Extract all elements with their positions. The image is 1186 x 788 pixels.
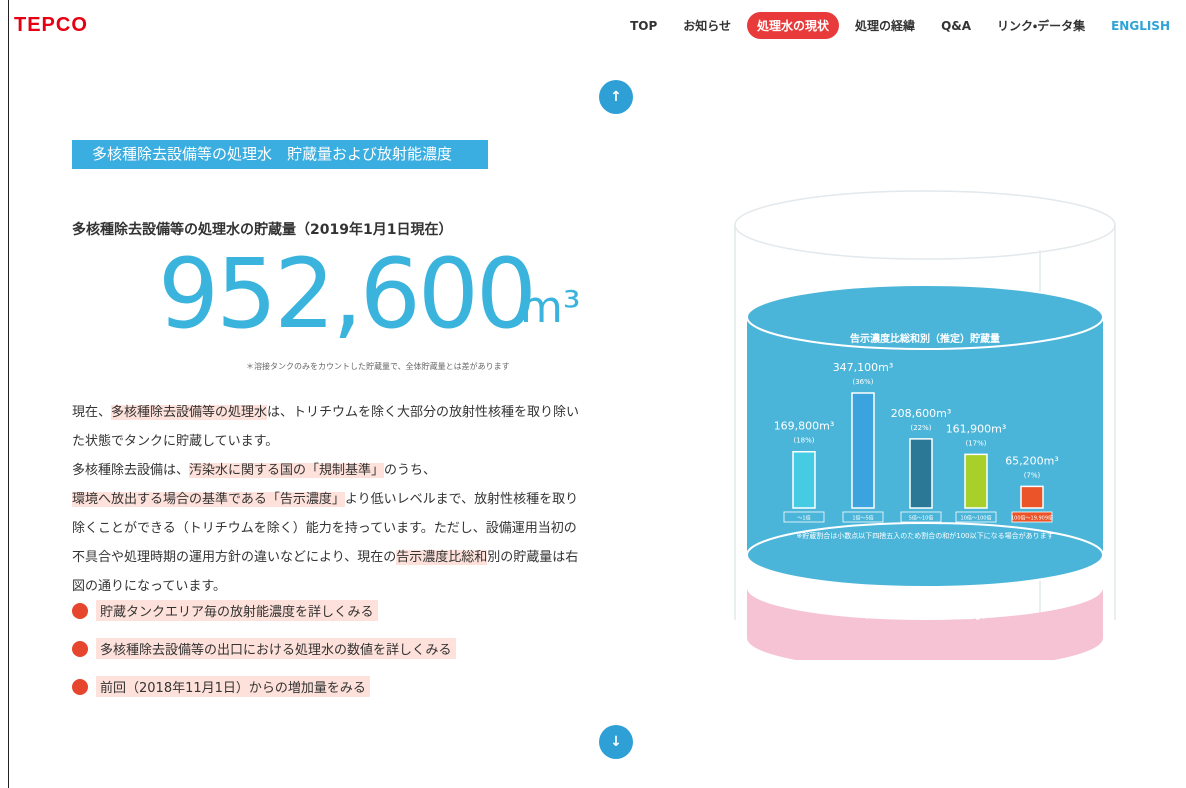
category-box xyxy=(783,511,825,523)
bar xyxy=(964,453,988,509)
nav-item[interactable]: 処理の経緯 xyxy=(855,19,916,33)
nav-item[interactable]: 処理水の現状 xyxy=(747,12,840,39)
category-label: 5倍〜10倍 xyxy=(909,515,934,522)
link-icon xyxy=(72,602,88,619)
nav-item[interactable]: Q&A xyxy=(941,18,972,33)
category-box xyxy=(842,511,884,523)
bar xyxy=(1020,485,1044,509)
nav-item[interactable]: リンク・データ集 xyxy=(997,19,1086,33)
scroll-down-button[interactable]: ↓ xyxy=(599,725,633,759)
nav-item[interactable]: TOP xyxy=(630,18,658,33)
storage-unit: m³ xyxy=(520,282,581,333)
bar xyxy=(851,392,875,509)
glossary-term[interactable]: 告示濃度比総和 xyxy=(396,550,488,565)
value-label: 347,100m³ xyxy=(833,361,894,374)
share-label: (17%) xyxy=(965,439,986,447)
share-label: (22%) xyxy=(910,424,931,432)
logo[interactable]: TEPCO xyxy=(14,14,88,36)
text-segment: 多核種除去設備は、 xyxy=(72,463,190,478)
link-icon xyxy=(72,678,88,695)
text-segment: のうち、 xyxy=(384,463,437,478)
category-box xyxy=(1011,511,1053,523)
category-label: 10倍〜100倍 xyxy=(961,515,992,522)
storage-caption: 多核種除去設備等の処理水の貯蔵量（2019年1月1日現在） xyxy=(72,222,453,238)
category-label: 100倍〜19,909倍 xyxy=(1011,515,1053,522)
text-segment: は、トリチウムを除く大部分の放射性核種を取り除いた状態でタンクに貯蔵しています。 xyxy=(72,405,580,449)
glossary-term[interactable]: 多核種除去設備等の処理水 xyxy=(111,405,268,420)
link-text[interactable]: 多核種除去設備等の出口における処理水の数値を詳しくみる xyxy=(96,638,456,659)
paragraph: 多核種除去設備は、汚染水に関する国の「規制基準」のうち、 xyxy=(72,456,582,485)
category-box xyxy=(900,511,942,523)
strontium-band xyxy=(747,588,1103,660)
nav-item[interactable]: お知らせ xyxy=(683,19,732,33)
share-label: (36%) xyxy=(852,378,873,386)
nav: TOP お知らせ 処理水の現状 処理の経緯 Q&A リンク・データ集 ENGLISH xyxy=(620,12,1180,39)
paragraph: 現在、多核種除去設備等の処理水は、トリチウムを除く大部分の放射性核種を取り除いた… xyxy=(72,398,582,456)
section-title: 多核種除去設備等の処理水 貯蔵量および放射能濃度 xyxy=(72,140,488,169)
paragraph: 環境へ放出する場合の基準である「告示濃度」より低いレベルまで、放射性核種を取り除… xyxy=(72,485,582,601)
link[interactable]: 前回（2018年11月1日）からの増加量をみる xyxy=(72,676,456,697)
chart-note: ※貯蔵割合は小数点以下四捨五入のため割合の和が100以下になる場合があります xyxy=(796,531,1053,540)
value-label: 161,900m³ xyxy=(946,422,1007,435)
chart-title: 告示濃度比総和別（推定）貯蔵量 xyxy=(850,332,1000,345)
tank-chart: 告示濃度比総和別（推定）貯蔵量 ※貯蔵割合は小数点以下四捨五入のため割合の和が10… xyxy=(734,190,1116,660)
tank-bottom xyxy=(746,522,1104,588)
bar xyxy=(792,450,816,509)
text-segment: より低いレベルまで、放射性核種を取り除くことができる（トリチウムを除く）能力を持… xyxy=(72,492,579,565)
value-label: 169,800m³ xyxy=(774,420,835,433)
band-label: ストロンチウム処理水 xyxy=(865,606,986,621)
bar-chart: 告示濃度比総和別（推定）貯蔵量 ※貯蔵割合は小数点以下四捨五入のため割合の和が10… xyxy=(774,332,1059,621)
value-label: 208,600m³ xyxy=(891,407,952,420)
body-text: 現在、多核種除去設備等の処理水は、トリチウムを除く大部分の放射性核種を取り除いた… xyxy=(72,398,582,601)
link-icon xyxy=(72,640,88,657)
link-text[interactable]: 前回（2018年11月1日）からの増加量をみる xyxy=(96,676,370,697)
link[interactable]: 多核種除去設備等の出口における処理水の数値を詳しくみる xyxy=(72,638,456,659)
bar xyxy=(909,438,933,509)
storage-note: ＊溶接タンクのみをカウントした貯蔵量で、全体貯蔵量とは差があります xyxy=(246,362,510,371)
value-label: 65,200m³ xyxy=(1005,454,1059,467)
category-label: 〜1倍 xyxy=(797,515,810,522)
share-label: (7%) xyxy=(1024,471,1041,479)
text-segment: 別の貯蔵量は右図の通りになっています。 xyxy=(72,550,579,594)
text-segment: 現在、 xyxy=(72,405,112,420)
glossary-term[interactable]: 環境へ放出する場合の基準である「告示濃度」 xyxy=(72,492,345,507)
page-frame xyxy=(8,0,1186,788)
tank-top xyxy=(746,284,1104,350)
share-label: (18%) xyxy=(793,437,814,445)
storage-amount: 952,600 xyxy=(158,238,537,350)
category-label: 1倍〜5倍 xyxy=(852,515,873,522)
nav-item[interactable]: ENGLISH xyxy=(1111,18,1170,33)
link-text[interactable]: 貯蔵タンクエリア毎の放射能濃度を詳しくみる xyxy=(96,600,378,621)
category-box xyxy=(955,511,997,523)
link[interactable]: 貯蔵タンクエリア毎の放射能濃度を詳しくみる xyxy=(72,600,456,621)
links: 貯蔵タンクエリア毎の放射能濃度を詳しくみる多核種除去設備等の出口における処理水の… xyxy=(72,600,456,714)
glossary-term[interactable]: 汚染水に関する国の「規制基準」 xyxy=(189,463,385,478)
scroll-up-button[interactable]: ↑ xyxy=(599,80,633,114)
